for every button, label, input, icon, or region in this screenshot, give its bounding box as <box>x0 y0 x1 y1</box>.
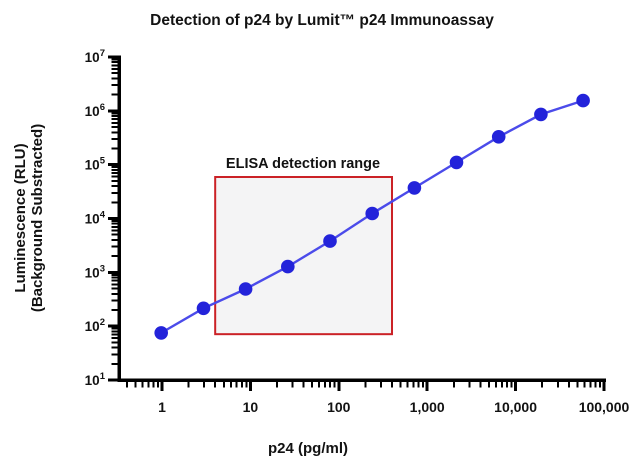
data-point <box>323 234 337 248</box>
y-tick-label: 107 <box>85 48 105 65</box>
x-tick-label: 10 <box>243 399 259 415</box>
y-tick-label: 101 <box>85 371 106 388</box>
chart-title: Detection of p24 by Lumit™ p24 Immunoass… <box>150 12 494 29</box>
x-tick-label: 1,000 <box>410 399 445 415</box>
x-tick-label: 10,000 <box>494 399 537 415</box>
x-tick-label: 1 <box>158 399 166 415</box>
data-point <box>534 107 548 122</box>
x-tick-label: 100 <box>327 399 351 415</box>
elisa-range-label: ELISA detection range <box>226 156 380 172</box>
x-tick-label: 100,000 <box>579 399 630 415</box>
data-point <box>281 259 295 274</box>
data-point <box>407 181 422 195</box>
data-point <box>449 155 464 170</box>
data-point <box>154 326 168 340</box>
y-axis-title-line2: (Background Substracted) <box>29 124 46 312</box>
y-tick-label: 102 <box>85 317 105 334</box>
elisa-range-box <box>214 176 394 336</box>
y-axis-title-line1: Luminescence (RLU) <box>12 143 29 292</box>
data-point <box>491 130 506 144</box>
data-point <box>196 301 211 316</box>
y-tick-label: 105 <box>85 156 106 173</box>
x-axis-title: p24 (pg/ml) <box>268 440 348 457</box>
data-point <box>576 93 590 108</box>
data-point <box>365 206 380 221</box>
data-point <box>238 282 253 296</box>
y-tick-label: 103 <box>85 263 105 280</box>
y-tick-label: 106 <box>85 102 105 119</box>
y-tick-label: 104 <box>85 210 106 227</box>
